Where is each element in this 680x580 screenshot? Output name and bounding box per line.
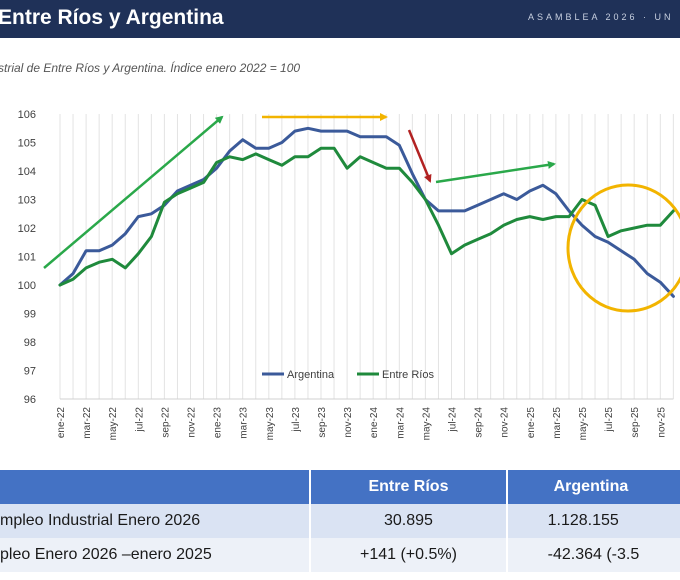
x-tick-label: ene-22 [56, 407, 67, 439]
legend: Argentina Entre Ríos [262, 369, 434, 381]
trend-arrow-down-red [407, 129, 432, 183]
x-tick-label: jul-23 [291, 407, 302, 433]
table-row: pleo Enero 2026 –enero 2025 +141 (+0.5%)… [0, 538, 680, 572]
y-tick-label: 106 [18, 109, 36, 121]
x-tick-label: sep-23 [317, 407, 328, 438]
header-event-label: ASAMBLEA 2026 · UN [528, 12, 674, 22]
x-tick-label: mar-24 [395, 407, 406, 439]
x-tick-label: mar-22 [82, 407, 93, 439]
series-line-argentina [58, 126, 675, 298]
table-cell: -42.364 (-3.5 [505, 538, 680, 572]
trend-arrow-up-right [435, 160, 556, 184]
table-cell: 1.128.155 [505, 504, 680, 538]
line-chart: 96 97 98 99 100 101 102 103 104 105 106 ene-22 mar-… [18, 109, 680, 441]
trend-arrow-up-left [43, 115, 224, 269]
y-tick-label: 100 [18, 280, 36, 292]
y-tick-label: 103 [18, 195, 36, 207]
x-tick-label: nov-24 [500, 407, 511, 438]
x-tick-label: ene-24 [369, 407, 380, 439]
x-tick-label: may-23 [265, 407, 276, 441]
legend-label: Argentina [287, 369, 335, 381]
x-tick-label: jul-22 [134, 407, 145, 433]
series-lines [58, 126, 675, 298]
y-tick-label: 102 [18, 223, 36, 235]
series-line-entre-rios [58, 146, 675, 287]
x-tick-label: jul-24 [448, 407, 459, 433]
table-row: mpleo Industrial Enero 2026 30.895 1.128… [0, 504, 680, 538]
x-tick-label: ene-23 [213, 407, 224, 439]
legend-label: Entre Ríos [382, 369, 434, 381]
table-cell: mpleo Industrial Enero 2026 [0, 504, 311, 538]
x-tick-label: sep-24 [474, 407, 485, 438]
chart-subtitle: strial de Entre Ríos y Argentina. Índice… [0, 61, 301, 75]
y-tick-label: 99 [24, 309, 36, 321]
highlight-circle [566, 183, 680, 313]
header-bar: Entre Ríos y Argentina ASAMBLEA 2026 · U… [0, 0, 680, 38]
table-header-cell: Argentina [505, 470, 680, 504]
employment-table: Entre Ríos Argentina mpleo Industrial En… [0, 470, 680, 572]
x-tick-label: mar-23 [239, 407, 250, 439]
table-cell: 30.895 [309, 504, 507, 538]
table-header-cell [0, 470, 311, 504]
y-tick-label: 104 [18, 166, 36, 178]
x-tick-label: sep-22 [160, 407, 171, 438]
y-tick-label: 101 [18, 252, 36, 264]
x-tick-label: mar-25 [552, 407, 563, 439]
x-tick-label: may-24 [421, 407, 432, 441]
y-tick-label: 105 [18, 138, 36, 150]
table-header-row: Entre Ríos Argentina [0, 470, 680, 504]
x-tick-label: nov-25 [656, 407, 667, 438]
table-header-cell: Entre Ríos [309, 470, 507, 504]
y-tick-label: 96 [24, 394, 36, 406]
gridlines [59, 114, 674, 400]
y-tick-label: 98 [24, 337, 36, 349]
x-tick-label: nov-23 [343, 407, 354, 438]
x-tick-label: may-25 [578, 407, 589, 441]
page-title: Entre Ríos y Argentina [0, 6, 224, 29]
annotations [43, 113, 680, 313]
y-tick-label: 97 [24, 366, 36, 378]
y-axis: 96 97 98 99 100 101 102 103 104 105 106 [18, 109, 36, 406]
table-cell: pleo Enero 2026 –enero 2025 [0, 538, 311, 572]
x-tick-label: jul-25 [604, 407, 615, 433]
x-tick-label: nov-22 [187, 407, 198, 438]
x-tick-label: sep-25 [630, 407, 641, 438]
table-cell: +141 (+0.5%) [309, 538, 507, 572]
x-axis: ene-22 mar-22 may-22 jul-22 sep-22 nov-22 ene-… [56, 407, 667, 441]
x-tick-label: ene-25 [526, 407, 537, 439]
x-tick-label: may-22 [108, 407, 119, 441]
